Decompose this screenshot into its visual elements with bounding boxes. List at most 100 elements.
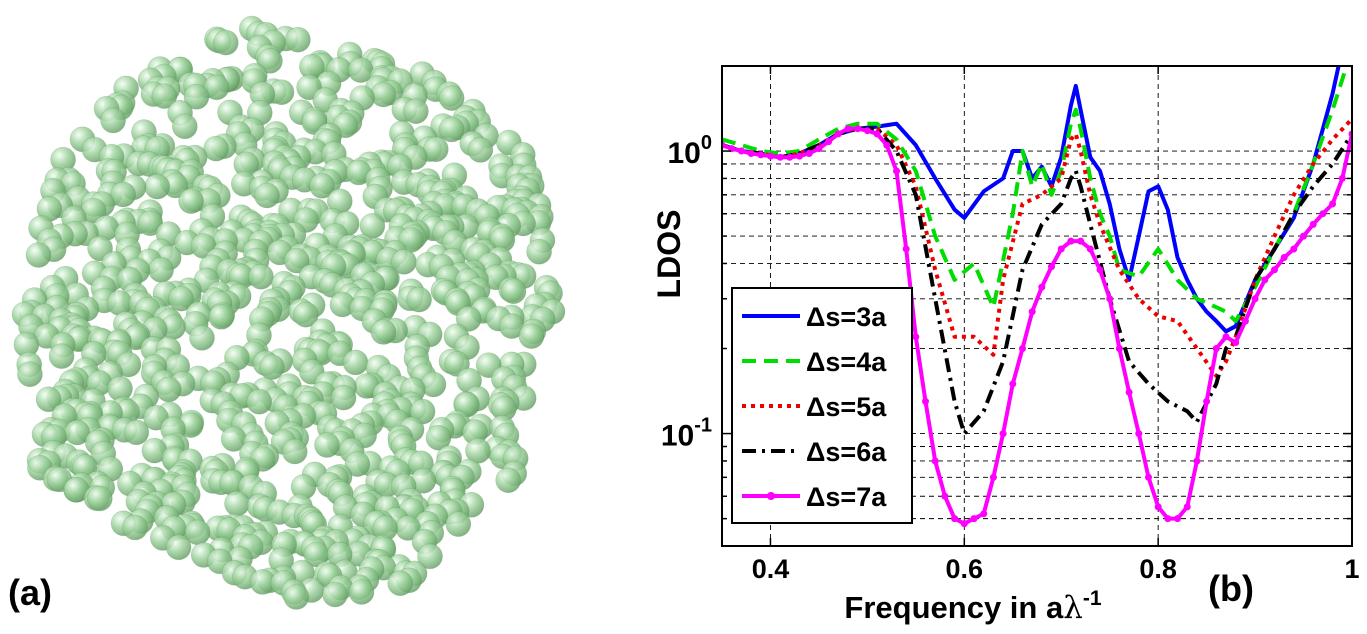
series-point [1135, 430, 1143, 438]
series-point [1174, 515, 1181, 523]
sphere [25, 242, 52, 268]
series-point [1193, 457, 1201, 465]
sphere [178, 188, 204, 214]
sphere [203, 135, 229, 162]
sphere [500, 278, 527, 305]
sphere-cluster-panel: (a) [0, 0, 600, 629]
x-axis-label: Frequency in aλ-1 [844, 587, 1101, 626]
sphere [495, 467, 522, 494]
series-point [980, 510, 988, 518]
series-point [1280, 254, 1288, 261]
sphere [283, 247, 310, 274]
panel-label-b: (b) [1208, 568, 1254, 609]
panel-label-a: (a) [8, 572, 52, 613]
series-point [796, 152, 803, 160]
sphere [248, 263, 274, 290]
series-point [1290, 245, 1298, 253]
y-tick-label: 100 [668, 132, 713, 170]
series-point [737, 147, 745, 155]
series-point [1096, 266, 1104, 274]
x-axis-label-exponent: -1 [1083, 587, 1102, 610]
series-point [1077, 237, 1085, 245]
sphere [445, 511, 472, 537]
series-point [922, 397, 929, 405]
series-point [1271, 266, 1278, 274]
series-point [1086, 245, 1094, 253]
sphere [122, 514, 148, 541]
series-point [1115, 345, 1123, 352]
series-point [931, 457, 939, 465]
sphere [455, 305, 482, 332]
sphere [168, 285, 194, 312]
series-point [1038, 283, 1046, 291]
sphere [285, 26, 311, 53]
sphere [387, 570, 414, 597]
series-point [1028, 308, 1036, 316]
sphere [370, 81, 397, 108]
series-point [893, 167, 900, 175]
series-point [863, 127, 871, 135]
x-tick-label: 0.4 [752, 554, 790, 584]
y-tick-label: 10-1 [661, 415, 712, 453]
series-line-1 [722, 66, 1341, 334]
sphere [283, 584, 310, 610]
series-line-2 [722, 66, 1349, 324]
legend-label: Δs=7a [806, 482, 887, 512]
sphere [406, 286, 432, 313]
series-point [951, 515, 959, 523]
sphere [246, 388, 273, 415]
sphere [48, 343, 75, 369]
sphere [254, 182, 280, 209]
series-point [1009, 380, 1017, 388]
series-point [1319, 210, 1327, 218]
sphere [17, 361, 43, 388]
series-point [1067, 237, 1075, 245]
series-point [1338, 174, 1346, 182]
sphere [257, 47, 283, 74]
series-point [912, 333, 920, 341]
series-point [757, 151, 765, 159]
sphere [359, 213, 386, 239]
legend-marker [767, 492, 775, 500]
series-point [854, 125, 862, 133]
legend: Δs=3a Δs=4a Δs=5a Δs=6a Δs=7a [731, 287, 913, 524]
series-point [825, 138, 833, 146]
series-point [776, 153, 784, 161]
sphere [155, 376, 182, 403]
axis-ticks: 0.4 0.6 0.8 1 100 10-1 [661, 66, 1360, 584]
series-point [960, 520, 968, 528]
ldos-chart-panel: 0.4 0.6 0.8 1 100 10-1 LDOS Frequency in aλ-1… [600, 0, 1367, 629]
series-point [1154, 503, 1162, 511]
x-axis-label-lambda: λ [1063, 590, 1083, 626]
plot-frame [721, 65, 1353, 547]
sphere [438, 85, 465, 111]
y-axis-label: LDOS [651, 210, 687, 299]
series-point [767, 152, 774, 160]
sphere [148, 256, 174, 283]
sphere [526, 238, 552, 265]
series-point [1145, 473, 1152, 481]
sphere [370, 319, 397, 345]
sphere [348, 579, 375, 605]
legend-label: Δs=4a [806, 347, 887, 377]
series-point [815, 145, 823, 153]
sphere [417, 543, 443, 570]
series-point [999, 430, 1007, 438]
sphere [151, 83, 178, 109]
sphere [314, 432, 340, 458]
series-point [1048, 263, 1055, 271]
ldos-chart: 0.4 0.6 0.8 1 100 10-1 LDOS Frequency in aλ-1… [651, 65, 1360, 626]
x-tick-label: 0.8 [1139, 554, 1177, 584]
series-point [1212, 345, 1220, 352]
series-point [1203, 397, 1211, 405]
sphere-cluster-image [11, 15, 566, 610]
legend-label: Δs=6a [806, 437, 887, 467]
series-point [1329, 200, 1337, 208]
series-point [1309, 220, 1317, 228]
series-point [883, 141, 891, 149]
series-point [1261, 276, 1269, 284]
series-point [1232, 339, 1240, 346]
series-point [1251, 295, 1259, 303]
series-point [834, 130, 842, 138]
sphere [35, 386, 62, 413]
